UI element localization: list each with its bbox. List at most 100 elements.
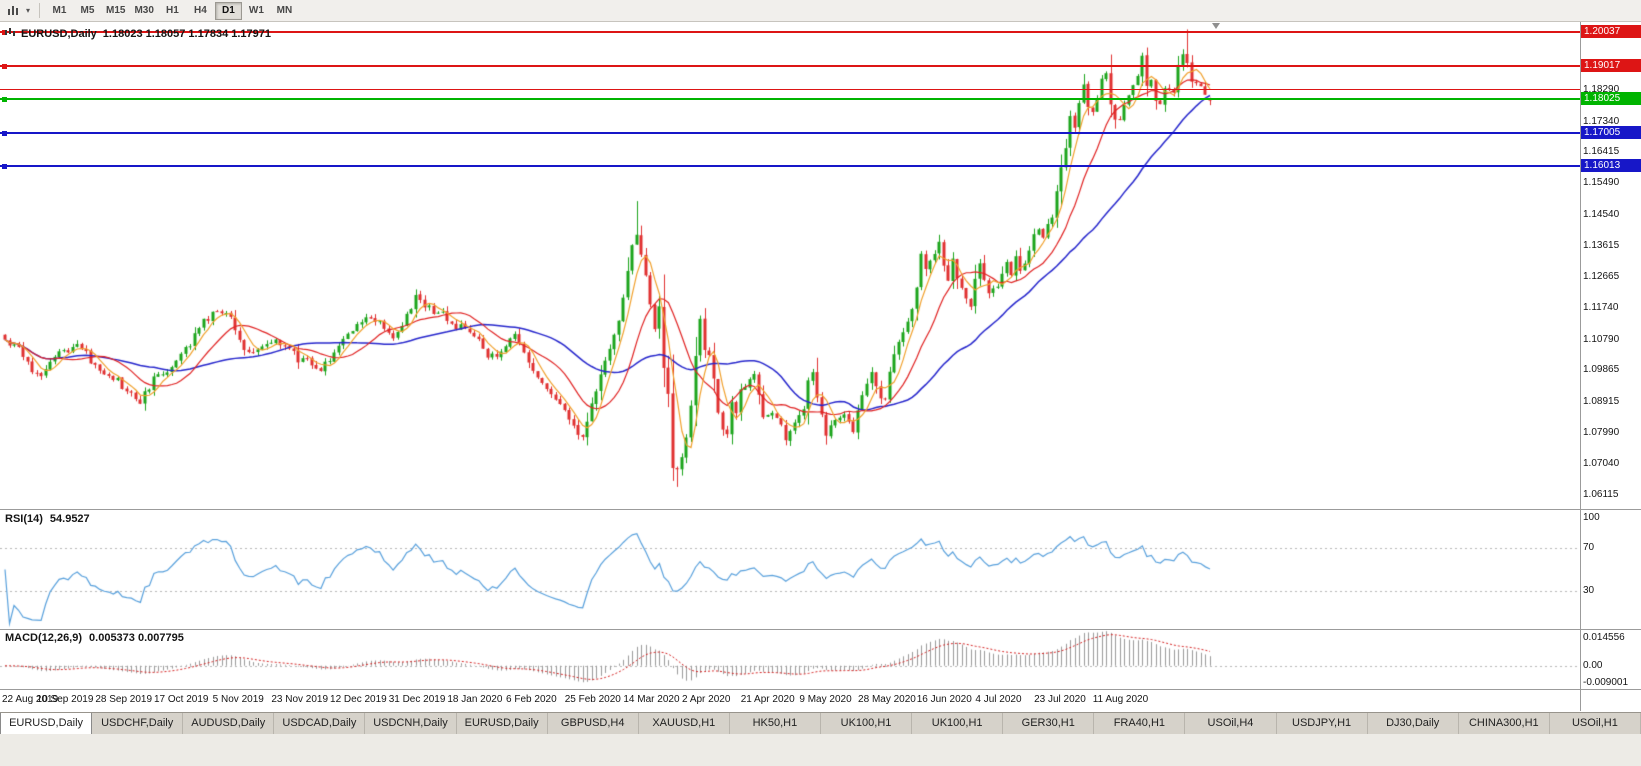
time-axis-label: 25 Feb 2020 [564,694,621,705]
chart-tab-CHINA300-H1-16[interactable]: CHINA300,H1 [1458,713,1550,734]
toolbar: ▾ M1 M5 M15 M30 H1 H4 D1 W1 MN [0,0,1641,22]
chart-title: EURUSD,Daily 1.18023 1.18057 1.17834 1.1… [5,27,271,40]
chart-tab-HK50-H1-8[interactable]: HK50,H1 [729,713,821,734]
time-axis-label: 14 Mar 2020 [623,694,680,705]
chart-tab-EURUSD-Daily-0[interactable]: EURUSD,Daily [0,713,93,734]
price-level-badge: 1.18025 [1581,91,1641,105]
timeframe-toolbar: M1 M5 M15 M30 H1 H4 D1 W1 MN [46,1,298,20]
horizontal-level-line-1.17005[interactable] [0,131,1580,134]
chart-tab-EURUSD-Daily-5[interactable]: EURUSD,Daily [456,713,548,734]
chart-tab-AUDUSD-Daily-2[interactable]: AUDUSD,Daily [183,713,275,734]
price-axis-label: 1.07040 [1583,458,1620,470]
price-level-badge: 1.20037 [1581,24,1641,38]
price-axis-label: 1.15490 [1583,177,1620,189]
chart-shift-marker[interactable] [1212,23,1220,29]
price-axis-label: 1.07990 [1583,426,1620,438]
pane-separator[interactable] [0,509,1641,510]
chart-tab-USOil-H1-17[interactable]: USOil,H1 [1549,713,1641,734]
time-axis-label: 6 Feb 2020 [506,694,557,705]
chart-tab-UK100-H1-10[interactable]: UK100,H1 [912,713,1004,734]
chart-tab-GER30-H1-11[interactable]: GER30,H1 [1003,713,1095,734]
price-axis-label: 1.12665 [1583,271,1620,283]
time-axis-label: 31 Dec 2019 [388,694,446,705]
rsi-name: RSI(14) [5,513,43,525]
horizontal-level-line-1.20037[interactable] [0,30,1580,33]
price-level-badge: 1.16013 [1581,158,1641,172]
chart-symbol-icon [5,27,15,40]
rsi-axis-label: 30 [1583,585,1595,597]
chart-tab-GBPUSD-H4-6[interactable]: GBPUSD,H4 [547,713,639,734]
rsi-indicator-label: RSI(14) 54.9527 [5,513,90,525]
timeframe-button-M30[interactable]: M30 [134,4,154,16]
price-axis-label: 1.09865 [1583,364,1620,376]
horizontal-level-line-1.16013[interactable] [0,164,1580,167]
time-axis-label: 21 Apr 2020 [740,694,795,705]
level-line-handle[interactable] [2,163,7,169]
timeframe-button-H4[interactable]: H4 [194,4,207,16]
pane-separator[interactable] [0,629,1641,630]
time-axis-label: 28 May 2020 [858,694,916,705]
chart-tab-USOil-H4-13[interactable]: USOil,H4 [1185,713,1277,734]
horizontal-level-line-1.19017[interactable] [0,64,1580,67]
timeframe-button-M15[interactable]: M15 [106,4,126,16]
chart-tab-FRA40-H1-12[interactable]: FRA40,H1 [1094,713,1186,734]
timeframe-button-D1[interactable]: D1 [214,1,242,20]
price-axis-label: 1.11740 [1583,301,1619,313]
timeframe-button-W1[interactable]: W1 [248,4,264,16]
price-level-badge: 1.19017 [1581,58,1641,72]
horizontal-level-line-1.18025[interactable] [0,97,1580,100]
time-axis-label: 28 Sep 2019 [95,694,153,705]
macd-indicator-label: MACD(12,26,9) 0.005373 0.007795 [5,632,184,644]
chart-type-icon[interactable] [4,3,22,19]
chart-tab-USDCHF-Daily-1[interactable]: USDCHF,Daily [92,713,184,734]
timeframe-button-M1[interactable]: M1 [52,4,67,16]
chart-tab-UK100-H1-9[interactable]: UK100,H1 [820,713,913,734]
chart-tab-DJ30-Daily-15[interactable]: DJ30,Daily [1367,713,1459,734]
macd-name: MACD(12,26,9) [5,632,83,644]
price-level-badge: 1.17005 [1581,125,1641,139]
status-strip [0,734,1641,766]
rsi-axis-label: 70 [1583,541,1595,553]
chart-tab-XAUUSD-H1-7[interactable]: XAUUSD,H1 [638,713,730,734]
level-line-handle[interactable] [2,29,7,35]
chart-tab-USDCNH-Daily-4[interactable]: USDCNH,Daily [365,713,457,734]
time-axis-label: 23 Jul 2020 [1034,694,1086,705]
chart-title-symbol: EURUSD,Daily [21,27,97,40]
timeframe-button-H1[interactable]: H1 [166,4,179,16]
price-axis-label: 1.14540 [1583,208,1620,220]
timeframe-button-MN[interactable]: MN [276,4,293,16]
timeframe-button-M5[interactable]: M5 [80,4,95,16]
time-axis-label: 17 Oct 2019 [154,694,209,705]
macd-axis-label: -0.009001 [1583,677,1629,688]
macd-axis-label: 0.00 [1583,659,1603,671]
macd-axis-label: 0.014556 [1583,632,1625,643]
price-axis-label: 1.06115 [1583,489,1619,501]
price-axis-label: 1.13615 [1583,239,1620,251]
time-axis-label: 4 Jul 2020 [975,694,1022,705]
price-axis-label: 1.17340 [1583,115,1620,127]
horizontal-level-line-1.1829[interactable] [0,89,1580,91]
dropdown-caret-icon[interactable]: ▾ [25,6,30,15]
time-axis-label: 22 Aug 2019 [2,694,59,705]
pane-separator[interactable] [0,689,1641,690]
time-axis-label: 5 Nov 2019 [212,694,264,705]
time-axis-label: 16 Jun 2020 [916,694,972,705]
chart-title-ohlc: 1.18023 1.18057 1.17834 1.17971 [102,27,272,40]
time-axis-label: 11 Aug 2020 [1092,694,1149,705]
rsi-value: 54.9527 [49,513,90,525]
level-line-handle[interactable] [2,130,7,136]
time-axis-label: 10 Sep 2019 [36,694,94,705]
price-axis-label: 1.18290 [1583,83,1620,95]
toolbar-separator [39,3,40,18]
price-axis-label: 1.10790 [1583,333,1620,345]
macd-values: 0.005373 0.007795 [89,632,184,644]
chart-tab-USDJPY-H1-14[interactable]: USDJPY,H1 [1276,713,1368,734]
price-axis-border[interactable] [1580,22,1581,711]
level-line-handle[interactable] [2,96,7,102]
level-line-handle[interactable] [2,63,7,69]
chart-tab-USDCAD-Daily-3[interactable]: USDCAD,Daily [274,713,366,734]
